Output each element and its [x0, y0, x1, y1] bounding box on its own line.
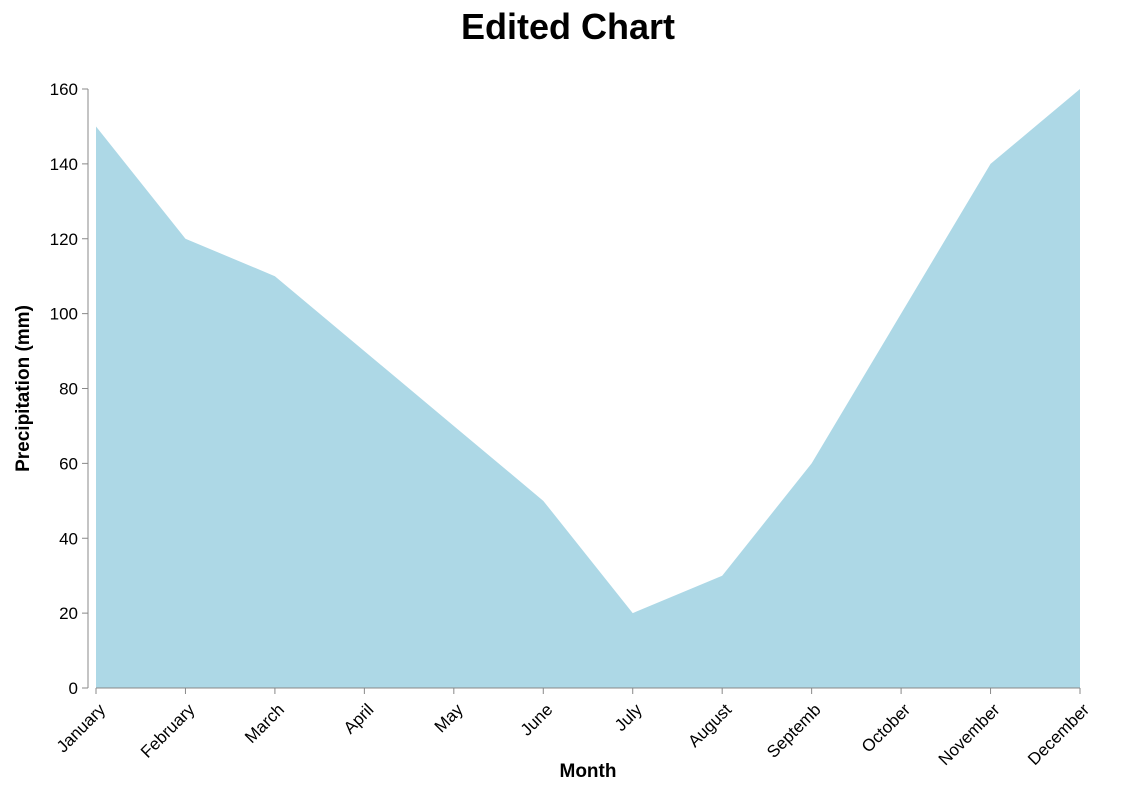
x-tick-label: Septemb [763, 700, 825, 762]
x-tick-label: August [684, 700, 735, 751]
x-tick-label: May [431, 700, 467, 736]
x-axis-title: Month [560, 761, 617, 782]
y-tick-label: 140 [50, 155, 78, 174]
x-tick-label: March [241, 700, 288, 747]
y-axis: 0 20 40 60 80 100 120 140 160 [50, 80, 89, 698]
y-tick-label: 40 [59, 529, 78, 548]
area-series [96, 89, 1080, 688]
y-tick-label: 120 [50, 230, 78, 249]
x-tick-label: June [517, 700, 557, 740]
x-tick-label: November [935, 700, 1004, 769]
chart-title: Edited Chart [460, 6, 675, 47]
y-axis-title: Precipitation (mm) [13, 305, 34, 472]
y-tick-label: 160 [50, 80, 78, 99]
y-tick-label: 100 [50, 305, 78, 324]
x-tick-label: January [53, 700, 110, 757]
x-tick-label: July [611, 700, 646, 735]
x-tick-label: April [340, 700, 377, 737]
y-tick-label: 60 [59, 454, 78, 473]
plot-area [96, 89, 1080, 688]
x-tick-label: October [858, 700, 914, 756]
y-tick-label: 20 [59, 604, 78, 623]
x-tick-label: December [1024, 700, 1093, 769]
x-tick-label: February [137, 700, 199, 762]
x-axis: January February March April May June July Augu… [53, 687, 1093, 769]
y-tick-label: 0 [69, 679, 78, 698]
y-tick-label: 80 [59, 380, 78, 399]
